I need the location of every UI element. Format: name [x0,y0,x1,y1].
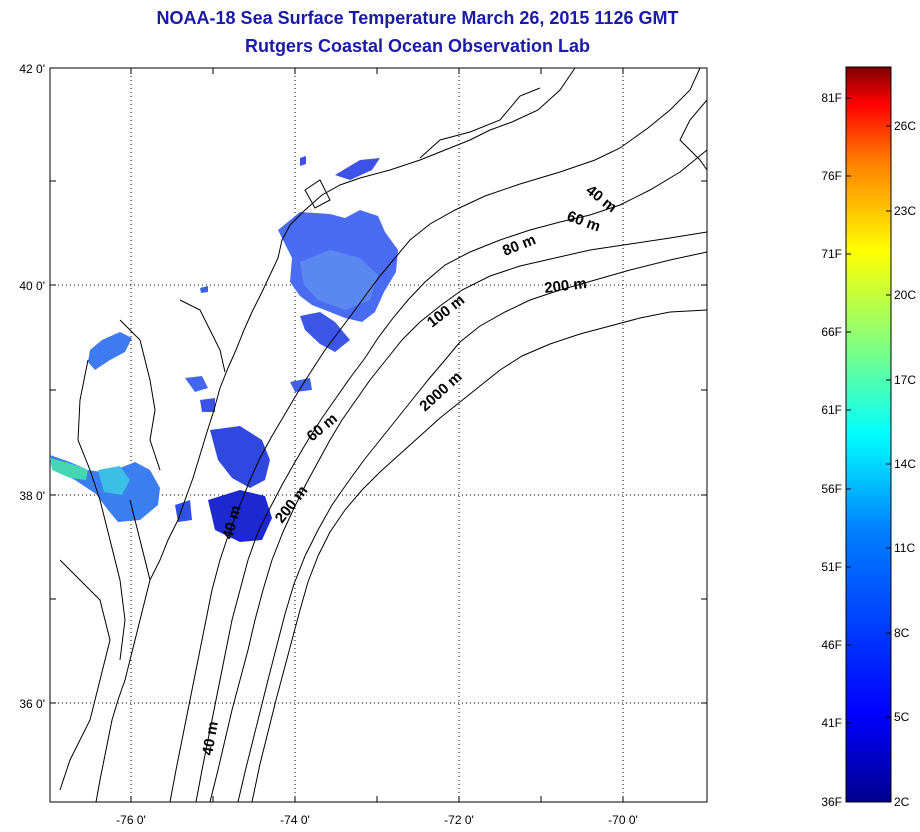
colorbar-f-label: 81F [821,91,842,105]
contour-label: 40 m [199,720,222,757]
colorbar-c-label: 20C [894,288,916,302]
colorbar-c-label: 14C [894,457,916,471]
colorbar-c-label: 23C [894,204,916,218]
lat-tick-label: 42 0' [19,62,45,76]
axis-ticks [50,68,707,802]
colorbar-f-label: 66F [821,325,842,339]
colorbar-c-label: 17C [894,373,916,387]
colorbar-f-label: 61F [821,403,842,417]
colorbar-f-label: 71F [821,247,842,261]
lon-tick-label: -72 0' [444,813,474,827]
lon-tick-label: -76 0' [116,813,146,827]
colorbar-ticks [846,97,891,724]
colorbar-f-label: 41F [821,716,842,730]
colorbar-c-label: 8C [894,626,910,640]
colorbar-f-label: 56F [821,482,842,496]
map-frame [49,67,708,803]
contour-label: 200 m [543,275,587,297]
lat-tick-label: 38 0' [19,489,45,503]
lat-tick-label: 36 0' [19,697,45,711]
colorbar-f-label: 36F [821,795,842,809]
lat-tick-label: 40 0' [19,279,45,293]
lon-tick-label: -70 0' [608,813,638,827]
coastline-and-bathymetry [59,68,707,802]
colorbar-f-label: 46F [821,638,842,652]
colorbar-c-label: 26C [894,119,916,133]
colorbar [845,66,892,803]
colorbar-c-label: 11C [894,541,915,555]
colorbar-f-label: 76F [821,169,842,183]
lon-tick-label: -74 0' [280,813,310,827]
map-subtitle: Rutgers Coastal Ocean Observation Lab [244,36,591,56]
sst-data-patches [50,156,398,542]
colorbar-c-label: 5C [894,710,910,724]
map-title: NOAA-18 Sea Surface Temperature March 26… [156,8,679,28]
colorbar-c-label: 2C [894,795,910,809]
colorbar-f-label: 51F [821,560,842,574]
